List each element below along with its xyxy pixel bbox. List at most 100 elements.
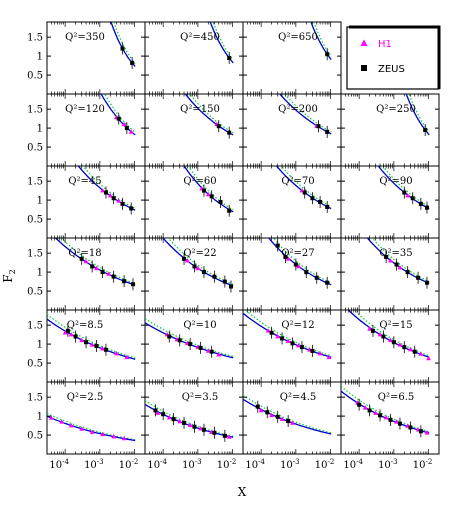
y-tick-label: 1: [37, 52, 43, 63]
zeus-point: [218, 200, 223, 204]
zeus-point: [388, 417, 393, 422]
fit-curve-dotted: [47, 313, 136, 359]
panel-curves: [405, 94, 430, 136]
panel-curves: [341, 385, 430, 438]
panel-frame: [144, 93, 244, 167]
fit-curve: [209, 22, 234, 64]
zeus-point: [316, 124, 321, 129]
h1-point: [426, 355, 431, 361]
legend-shadow: [349, 25, 441, 89]
panel-q2-label: Q²=35: [379, 248, 412, 259]
y-tick-label: 1.5: [27, 249, 43, 260]
panel-q2-label: Q²=450: [180, 32, 220, 43]
zeus-point: [171, 417, 176, 422]
zeus-point: [367, 408, 372, 413]
panel-curves: [310, 22, 332, 61]
h1-point: [79, 426, 85, 431]
zeus-point: [402, 345, 407, 350]
h1-point: [195, 265, 201, 271]
x-tick-label: 10-4: [245, 458, 265, 471]
zeus-point: [65, 328, 70, 333]
zeus-point: [153, 408, 158, 413]
zeus-point: [227, 130, 232, 135]
zeus-point: [310, 348, 315, 353]
x-tick-label: 10-4: [49, 458, 69, 471]
zeus-point: [381, 334, 386, 339]
zeus-point: [209, 194, 214, 199]
x-tick-label: 10-2: [217, 458, 237, 471]
zeus-point: [177, 338, 182, 343]
zeus-point: [116, 116, 121, 121]
panel-curves: [243, 310, 332, 360]
panel-curves: [377, 166, 430, 214]
h1-point: [388, 258, 393, 263]
y-axis-label: F2: [1, 269, 17, 282]
zeus-point: [391, 340, 396, 345]
panel-q2-label: Q²=6.5: [378, 392, 415, 403]
zeus-point: [73, 334, 78, 339]
fit-curve: [183, 166, 234, 213]
x-axis-label: X: [238, 485, 247, 499]
y-tick-label: 0.5: [27, 71, 43, 82]
panel-q2-label: Q²=15: [379, 320, 412, 331]
panel-q2-label: Q²=150: [180, 104, 220, 115]
panel: 0.5 1 1.5 Q²=350: [27, 21, 146, 95]
h1-point: [205, 191, 211, 197]
y-tick-label: 1.5: [27, 393, 43, 404]
zeus-point: [408, 425, 413, 430]
panel-curves: [275, 166, 332, 213]
zeus-point: [286, 419, 291, 424]
h1-point: [408, 346, 413, 352]
h1-point: [121, 121, 127, 127]
zeus-point: [122, 279, 127, 284]
h1-point: [68, 332, 74, 337]
zeus-point: [182, 256, 187, 261]
y-tick-label: 0.5: [27, 359, 43, 370]
zeus-point: [120, 201, 125, 206]
zeus-point: [103, 190, 108, 195]
panel: Q²=450: [144, 21, 244, 95]
zeus-point: [79, 256, 84, 261]
y-tick-label: 0.5: [27, 143, 43, 154]
h1-point: [89, 342, 95, 347]
h1-point: [121, 435, 127, 441]
h1-point: [397, 342, 403, 347]
zeus-point: [418, 429, 423, 434]
x-tick-label: 10-4: [147, 458, 167, 471]
zeus-point: [255, 404, 260, 409]
zeus-point: [402, 190, 407, 195]
h1-point: [394, 419, 399, 424]
panel-q2-label: Q²=22: [183, 248, 216, 259]
h1-point: [296, 263, 301, 269]
zeus-point: [325, 52, 330, 57]
zeus-point: [302, 190, 307, 195]
h1-point: [205, 348, 211, 353]
zeus-point: [212, 274, 217, 279]
h1-point: [326, 354, 332, 360]
zeus-point: [228, 284, 233, 289]
panel: Q²=35: [340, 237, 440, 311]
zeus-point: [161, 412, 166, 417]
y-tick-label: 1: [37, 124, 43, 135]
zeus-point: [94, 344, 99, 348]
zeus-point: [275, 243, 280, 248]
zeus-point: [424, 205, 429, 210]
panel-frame: [144, 21, 244, 95]
zeus-point: [120, 46, 125, 51]
panel-curves: [110, 22, 136, 69]
h1-point: [285, 338, 291, 343]
h1-point: [59, 419, 65, 424]
zeus-point: [201, 188, 206, 193]
zeus-point: [304, 270, 309, 275]
panel-q2-label: Q²=200: [278, 104, 318, 115]
legend-frame: [346, 26, 440, 90]
panel-q2-label: Q²=90: [379, 176, 412, 187]
panel-curves: [183, 166, 234, 217]
fit-curve-dotted: [187, 166, 234, 211]
h1-point: [100, 346, 105, 351]
h1-point: [187, 422, 193, 427]
panel-q2-label: Q²=120: [65, 104, 105, 115]
h1-point: [362, 405, 368, 410]
y-tick-label: 1.5: [27, 321, 43, 332]
